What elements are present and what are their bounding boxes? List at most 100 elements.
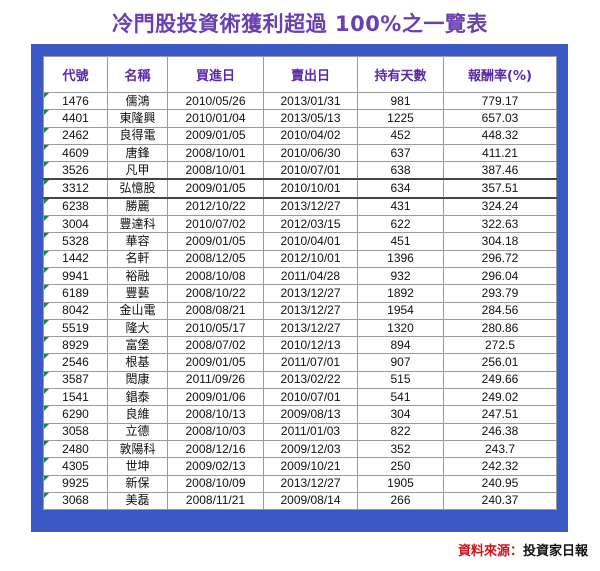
table-row: 3068 美磊 2008/11/21 2009/08/14 266 240.37: [43, 491, 557, 511]
cell-sell-date: 2010/12/13: [263, 336, 358, 355]
cell-sell-date: 2012/03/15: [263, 215, 358, 234]
cell-code: 3526: [43, 161, 108, 181]
cell-code: 4609: [43, 143, 108, 163]
cell-sell-date: 2010/10/01: [263, 178, 358, 199]
cell-return-rate: 357.51: [443, 178, 557, 199]
cell-name: 美磊: [107, 491, 168, 511]
cell-return-rate: 249.66: [443, 370, 557, 390]
cell-code: 4305: [43, 457, 108, 476]
cell-name: 良得電: [107, 126, 168, 145]
cell-holding-days: 932: [357, 266, 444, 286]
cell-sell-date: 2011/01/03: [263, 422, 358, 441]
table-row: 5519 隆大 2010/05/17 2013/12/27 1320 280.86: [43, 318, 557, 338]
cell-name: 世坤: [107, 457, 168, 476]
header-code: 代號: [43, 56, 108, 93]
cell-buy-date: 2009/01/06: [167, 388, 264, 407]
cell-return-rate: 247.51: [443, 405, 557, 424]
cell-code: 9941: [43, 266, 108, 286]
cell-return-rate: 779.17: [443, 91, 557, 111]
cell-name: 立德: [107, 422, 168, 441]
cell-holding-days: 981: [357, 91, 444, 111]
cell-sell-date: 2013/12/27: [263, 284, 358, 303]
page-title: 冷門股投資術獲利超過 100%之一覽表: [112, 12, 488, 36]
cell-sell-date: 2009/12/03: [263, 439, 358, 459]
cell-buy-date: 2008/07/02: [167, 336, 264, 355]
cell-holding-days: 1954: [357, 301, 444, 320]
table-row: 8929 富堡 2008/07/02 2010/12/13 894 272.5: [43, 336, 557, 355]
cell-sell-date: 2010/07/01: [263, 388, 358, 407]
table-row: 9941 裕融 2008/10/08 2011/04/28 932 296.04: [43, 266, 557, 286]
cell-holding-days: 637: [357, 143, 444, 163]
table-row: 3526 凡甲 2008/10/01 2010/07/01 638 387.46: [43, 161, 557, 181]
cell-return-rate: 324.24: [443, 197, 557, 217]
cell-sell-date: 2010/07/01: [263, 161, 358, 181]
cell-code: 5328: [43, 232, 108, 251]
cell-name: 敦陽科: [107, 439, 168, 459]
cell-buy-date: 2009/01/05: [167, 178, 264, 199]
cell-name: 東隆興: [107, 109, 168, 128]
returns-table: 代號 名稱 買進日 賣出日 持有天數 報酬率(%) 1476 儒鴻 2010/05/…: [43, 56, 557, 511]
cell-code: 1541: [43, 388, 108, 407]
cell-return-rate: 272.5: [443, 336, 557, 355]
cell-buy-date: 2008/10/08: [167, 266, 264, 286]
cell-return-rate: 242.32: [443, 457, 557, 476]
cell-holding-days: 894: [357, 336, 444, 355]
data-source: 資料來源：投資家日報: [458, 540, 588, 559]
header-holding-days: 持有天數: [357, 56, 444, 93]
cell-buy-date: 2011/09/26: [167, 370, 264, 390]
header-name: 名稱: [107, 56, 168, 93]
cell-code: 2546: [43, 353, 108, 372]
cell-return-rate: 304.18: [443, 232, 557, 251]
cell-code: 4401: [43, 109, 108, 128]
cell-return-rate: 296.72: [443, 249, 557, 268]
cell-return-rate: 411.21: [443, 143, 557, 163]
cell-name: 儒鴻: [107, 91, 168, 111]
table-row: 1442 名軒 2008/12/05 2012/10/01 1396 296.72: [43, 249, 557, 268]
table-frame: 代號 名稱 買進日 賣出日 持有天數 報酬率(%) 1476 儒鴻 2010/05/…: [31, 44, 568, 532]
cell-sell-date: 2013/02/22: [263, 370, 358, 390]
table-row: 8042 金山電 2008/08/21 2013/12/27 1954 284.56: [43, 301, 557, 320]
cell-buy-date: 2010/07/02: [167, 215, 264, 234]
cell-name: 勝麗: [107, 197, 168, 217]
cell-sell-date: 2011/04/28: [263, 266, 358, 286]
cell-code: 5519: [43, 318, 108, 338]
cell-name: 華容: [107, 232, 168, 251]
table-row: 5328 華容 2009/01/05 2010/04/01 451 304.18: [43, 232, 557, 251]
cell-sell-date: 2013/12/27: [263, 197, 358, 217]
cell-buy-date: 2010/05/17: [167, 318, 264, 338]
table-row: 4305 世坤 2009/02/13 2009/10/21 250 242.32: [43, 457, 557, 476]
cell-return-rate: 240.37: [443, 491, 557, 511]
cell-return-rate: 256.01: [443, 353, 557, 372]
cell-sell-date: 2013/12/27: [263, 318, 358, 338]
cell-name: 富堡: [107, 336, 168, 355]
table-row: 4401 東隆興 2010/01/04 2013/05/13 1225 657.03: [43, 109, 557, 128]
cell-name: 錩泰: [107, 388, 168, 407]
cell-holding-days: 1225: [357, 109, 444, 128]
cell-holding-days: 634: [357, 178, 444, 199]
cell-holding-days: 266: [357, 491, 444, 511]
cell-return-rate: 240.95: [443, 474, 557, 493]
table-body: 1476 儒鴻 2010/05/26 2013/01/31 981 779.17 4401 東…: [43, 91, 557, 511]
cell-return-rate: 322.63: [443, 215, 557, 234]
cell-buy-date: 2012/10/22: [167, 197, 264, 217]
header-sell-date: 賣出日: [263, 56, 358, 93]
cell-sell-date: 2009/08/14: [263, 491, 358, 511]
cell-return-rate: 246.38: [443, 422, 557, 441]
header-row: 代號 名稱 買進日 賣出日 持有天數 報酬率(%): [43, 56, 557, 93]
table-row: 4609 唐鋒 2008/10/01 2010/06/30 637 411.21: [43, 143, 557, 163]
cell-buy-date: 2008/10/03: [167, 422, 264, 441]
cell-buy-date: 2008/12/16: [167, 439, 264, 459]
cell-buy-date: 2009/01/05: [167, 353, 264, 372]
header-return-rate: 報酬率(%): [443, 56, 557, 93]
source-value: 投資家日報: [522, 544, 588, 559]
cell-buy-date: 2008/11/21: [167, 491, 264, 511]
table-row: 3587 閎康 2011/09/26 2013/02/22 515 249.66: [43, 370, 557, 390]
cell-buy-date: 2008/10/01: [167, 161, 264, 181]
table-row: 3058 立德 2008/10/03 2011/01/03 822 246.38: [43, 422, 557, 441]
cell-holding-days: 451: [357, 232, 444, 251]
cell-holding-days: 622: [357, 215, 444, 234]
cell-sell-date: 2009/08/13: [263, 405, 358, 424]
cell-code: 2480: [43, 439, 108, 459]
cell-sell-date: 2013/12/27: [263, 474, 358, 493]
cell-sell-date: 2010/04/02: [263, 126, 358, 145]
